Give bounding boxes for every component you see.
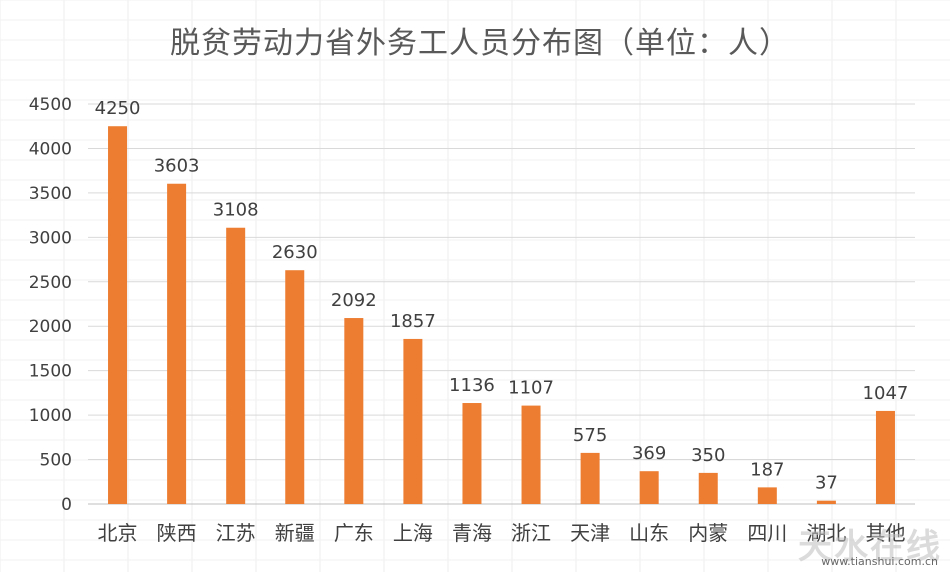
bar <box>521 405 541 504</box>
data-label: 350 <box>691 445 725 466</box>
bar <box>167 183 187 504</box>
data-label: 4250 <box>95 98 141 119</box>
x-tick-label: 上海 <box>393 521 433 545</box>
x-tick-label: 山东 <box>629 521 669 545</box>
bar <box>757 487 777 504</box>
bar <box>226 227 246 504</box>
x-tick-label: 湖北 <box>806 521 846 545</box>
data-label: 1047 <box>863 383 909 404</box>
x-axis-ticks: 北京 陕西 江苏 新疆 广东 上海 青海 浙江 天津 山东 内蒙 四川 湖北 其他 <box>98 521 906 545</box>
data-label: 2092 <box>331 290 377 311</box>
data-label: 1857 <box>390 311 436 332</box>
data-label: 369 <box>632 443 666 464</box>
data-label: 3603 <box>154 156 200 177</box>
y-tick-label: 1500 <box>29 362 72 382</box>
x-tick-label: 青海 <box>452 521 492 545</box>
data-label: 37 <box>815 473 838 494</box>
x-tick-label: 陕西 <box>157 521 197 545</box>
data-label: 3108 <box>213 200 259 221</box>
bar <box>403 338 423 504</box>
y-tick-label: 2500 <box>29 273 72 293</box>
y-tick-label: 3000 <box>29 228 72 248</box>
bar <box>108 126 128 504</box>
y-tick-label: 500 <box>40 451 72 471</box>
y-axis-ticks: 0 500 1000 1500 2000 2500 3000 3500 4000 4500 <box>29 95 72 515</box>
data-label: 575 <box>573 425 607 446</box>
bar <box>698 472 718 504</box>
x-tick-label: 四川 <box>747 521 787 545</box>
bar <box>639 471 659 504</box>
y-tick-label: 0 <box>61 495 72 515</box>
x-tick-label: 内蒙 <box>688 521 728 545</box>
x-tick-label: 浙江 <box>511 521 551 545</box>
y-tick-label: 4500 <box>29 95 72 115</box>
data-label: 2630 <box>272 242 318 263</box>
data-label: 1107 <box>508 378 554 399</box>
y-tick-label: 2000 <box>29 317 72 337</box>
y-tick-label: 4000 <box>29 139 72 159</box>
bar <box>816 500 836 504</box>
y-tick-label: 1000 <box>29 406 72 426</box>
chart-title: 脱贫劳动力省外务工人员分布图（单位：人） <box>170 26 790 61</box>
bar <box>580 452 600 504</box>
watermark-url: www.tianshui.com.cn <box>821 555 938 568</box>
data-label: 187 <box>750 459 784 480</box>
y-tick-label: 3500 <box>29 184 72 204</box>
bar <box>462 403 482 504</box>
x-tick-label: 其他 <box>865 521 905 545</box>
bar <box>344 318 364 504</box>
x-tick-label: 北京 <box>98 521 138 545</box>
x-tick-label: 江苏 <box>216 521 256 545</box>
bar <box>285 270 305 504</box>
watermark-logo: 天水在线 <box>798 527 942 567</box>
bars <box>108 126 895 504</box>
x-tick-label: 新疆 <box>275 521 315 545</box>
x-tick-label: 广东 <box>334 521 374 545</box>
x-tick-label: 天津 <box>570 521 610 545</box>
gridlines <box>88 103 915 505</box>
data-labels: 4250 3603 3108 2630 2092 1857 1136 1107 575 369 35… <box>95 98 909 493</box>
data-label: 1136 <box>449 375 495 396</box>
bar <box>875 410 895 504</box>
